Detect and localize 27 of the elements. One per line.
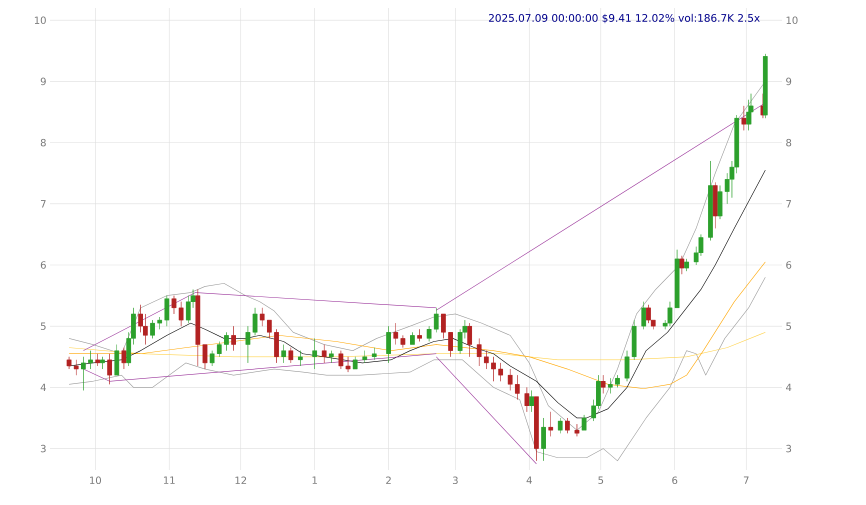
y2-tick-label: 5 bbox=[786, 322, 791, 330]
y-tick-label: 3 bbox=[40, 444, 46, 452]
y2-tick-label: 6 bbox=[786, 261, 792, 269]
x-tick-label: 5 bbox=[598, 476, 604, 484]
x-tick-label: 1 bbox=[312, 476, 317, 484]
y2-tick-label: 9 bbox=[786, 78, 792, 86]
y-tick-label: 9 bbox=[40, 78, 46, 86]
x-tick-label: 3 bbox=[452, 476, 458, 484]
text: 2025.07.09 00:00:00 $9.41 12.02% vol:186.7K 2.5x bbox=[488, 14, 760, 24]
y-tick-label: 4 bbox=[40, 384, 46, 392]
y-tick-label: 5 bbox=[40, 322, 46, 330]
y2-tick-label: 7 bbox=[786, 200, 792, 208]
x-tick-label: 2 bbox=[386, 476, 391, 484]
y2-tick-label: 4 bbox=[786, 384, 792, 392]
x-tick-label: 11 bbox=[164, 476, 175, 484]
x-tick-label: 10 bbox=[90, 476, 101, 484]
y-tick-label: 7 bbox=[40, 200, 46, 208]
x-tick-label: 4 bbox=[526, 476, 532, 484]
y2-tick-label: 10 bbox=[786, 16, 798, 24]
y2-tick-label: 3 bbox=[786, 444, 792, 452]
x-tick-label: 12 bbox=[236, 476, 246, 484]
x-tick-label: 6 bbox=[672, 476, 678, 484]
x-tick-label: 7 bbox=[744, 476, 749, 484]
y-tick-label: 10 bbox=[34, 16, 46, 24]
y-tick-label: 6 bbox=[40, 261, 46, 269]
y-tick-label: 8 bbox=[40, 138, 46, 146]
y2-tick-label: 8 bbox=[786, 138, 792, 146]
